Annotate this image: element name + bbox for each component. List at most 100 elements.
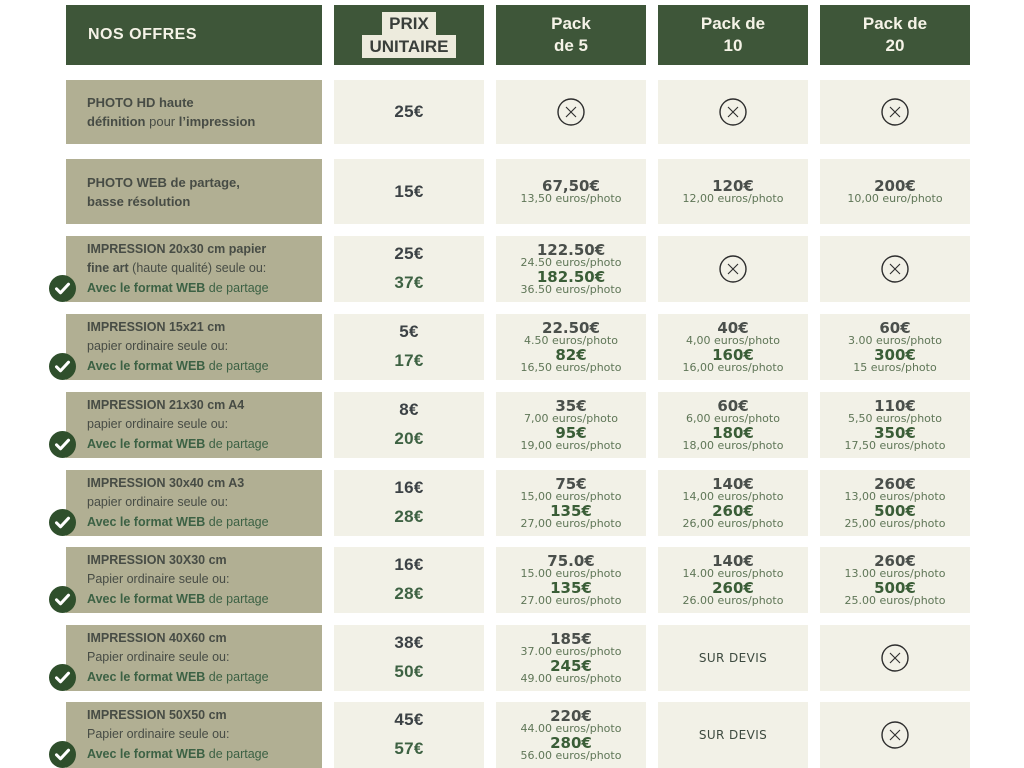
pack-price-with-web: 260€ — [712, 501, 754, 520]
offer-desc-text: papier ordinaire seule ou: — [87, 417, 229, 432]
pack10-cell — [658, 236, 808, 302]
pack10-cell: 60€ 6,00 euros/photo 180€ 18,00 euros/ph… — [658, 392, 808, 458]
pack-price-with-web: 280€ — [550, 733, 592, 752]
unit-price: 16€ — [394, 555, 424, 574]
offer-description: Papier ordinaire seule ou: — [87, 725, 316, 745]
offer-desc-text: papier ordinaire seule ou: — [87, 339, 229, 354]
pack20-cell: 110€ 5,50 euros/photo 350€ 17,50 euros/p… — [820, 392, 970, 458]
unit-price: 45€ — [394, 710, 424, 729]
offer-label-cell: IMPRESSION 30X30 cm Papier ordinaire seu… — [49, 547, 322, 613]
pack-price-with-web: 500€ — [874, 578, 916, 597]
pack-price-per-photo-web: 25,00 euros/photo — [844, 516, 946, 530]
unit-price-with-web: 20€ — [394, 429, 424, 448]
unit-price-with-web: 50€ — [394, 662, 424, 681]
unit-price: 8€ — [399, 400, 419, 419]
pack-price: 35€ — [555, 396, 587, 415]
unit-price-cell: 25€ — [334, 80, 484, 144]
offer-description: Papier ordinaire seule ou: — [87, 570, 316, 590]
pack-price: 40€ — [717, 318, 749, 337]
pack-price-per-photo-web: 27.00 euros/photo — [520, 593, 622, 607]
row-impression-20x30: IMPRESSION 20x30 cm papier fine art (hau… — [49, 236, 1024, 302]
crossed-circle-icon — [880, 97, 910, 127]
pack-price-per-photo: 13.00 euros/photo — [844, 566, 946, 580]
crossed-circle-icon — [880, 254, 910, 284]
pack-price: 140€ — [712, 551, 754, 570]
unit-price: 38€ — [394, 633, 424, 652]
pack20-cell — [820, 236, 970, 302]
pack10-cell: 40€ 4,00 euros/photo 160€ 16,00 euros/ph… — [658, 314, 808, 380]
pack-price: 75€ — [555, 474, 587, 493]
pack-price-per-photo-web: 16,00 euros/photo — [682, 360, 784, 374]
offer-title-text: PHOTO WEB de partage, — [87, 174, 240, 190]
header-pack-de-5: Pack de 5 — [496, 5, 646, 65]
pack5-cell: 75€ 15,00 euros/photo 135€ 27,00 euros/p… — [496, 470, 646, 536]
pack-price: 185€ — [550, 629, 592, 648]
offer-title: PHOTO WEB de partage, — [87, 173, 316, 192]
unit-price: 25€ — [394, 102, 424, 121]
row-photo-hd: PHOTO HD haute définition pour l’impress… — [66, 80, 1024, 144]
pack10-label-line1: Pack de — [700, 14, 766, 33]
unit-price-with-web: 28€ — [394, 584, 424, 603]
pack-price-with-web: 95€ — [555, 423, 587, 442]
pack-price-per-photo-web: 26.00 euros/photo — [682, 593, 784, 607]
web-option-bold: Avec le format WEB — [87, 436, 206, 451]
check-circle-icon — [49, 353, 76, 380]
web-option-regular: de partage — [205, 591, 269, 606]
crossed-circle-icon — [556, 97, 586, 127]
pack-price-per-photo: 3.00 euros/photo — [848, 333, 942, 347]
pack-price-per-photo: 24.50 euros/photo — [520, 255, 622, 269]
pack-price-per-photo-web: 19,00 euros/photo — [520, 438, 622, 452]
offer-desc-text: Papier ordinaire seule ou: — [87, 572, 230, 587]
offer-desc-bold: définition — [87, 114, 146, 129]
offer-title: IMPRESSION 50X50 cm — [87, 706, 316, 726]
offer-title: IMPRESSION 30x40 cm A3 — [87, 474, 316, 494]
offer-label-cell: IMPRESSION 30x40 cm A3 papier ordinaire … — [49, 470, 322, 536]
pack20-cell: 60€ 3.00 euros/photo 300€ 15 euros/photo — [820, 314, 970, 380]
offer-title-text: PHOTO HD haute — [87, 95, 194, 110]
pack-price-per-photo: 12,00 euros/photo — [682, 191, 784, 205]
web-option-bold: Avec le format WEB — [87, 591, 206, 606]
pack-price-with-web: 300€ — [874, 345, 916, 364]
pack5-cell: 185€ 37.00 euros/photo 245€ 49.00 euros/… — [496, 625, 646, 691]
table-header-row: NOS OFFRES PRIX UNITAIRE Pack de 5 Pack … — [66, 5, 1024, 65]
row-impression-30x40-a3: IMPRESSION 30x40 cm A3 papier ordinaire … — [49, 470, 1024, 536]
pack-price-per-photo: 13,00 euros/photo — [844, 489, 946, 503]
pack5-label-line1: Pack — [551, 14, 591, 33]
pack-price-with-web: 500€ — [874, 501, 916, 520]
web-option-regular: de partage — [205, 746, 269, 761]
offer-label-cell: IMPRESSION 20x30 cm papier fine art (hau… — [49, 236, 322, 302]
row-impression-15x21: IMPRESSION 15x21 cm papier ordinaire seu… — [49, 314, 1024, 380]
offer-title: IMPRESSION 15x21 cm — [87, 318, 316, 338]
pack5-cell: 22.50€ 4.50 euros/photo 82€ 16,50 euros/… — [496, 314, 646, 380]
crossed-circle-icon — [880, 643, 910, 673]
web-option-bold: Avec le format WEB — [87, 746, 206, 761]
pack20-label-line1: Pack de — [862, 14, 928, 33]
sur-devis-label: SUR DEVIS — [698, 728, 768, 742]
unit-price-cell: 15€ — [334, 159, 484, 224]
header-prix-unitaire: PRIX UNITAIRE — [334, 5, 484, 65]
pack-price-per-photo: 4,00 euros/photo — [686, 333, 780, 347]
offer-web-option: Avec le format WEB de partage — [87, 357, 316, 377]
pack-price-per-photo-web: 49.00 euros/photo — [520, 671, 622, 685]
pack-price: 75.0€ — [547, 551, 595, 570]
pack-price-per-photo: 15,00 euros/photo — [520, 489, 622, 503]
pack5-cell: 35€ 7,00 euros/photo 95€ 19,00 euros/pho… — [496, 392, 646, 458]
pack5-cell: 220€ 44.00 euros/photo 280€ 56.00 euros/… — [496, 702, 646, 768]
pack20-cell: 260€ 13.00 euros/photo 500€ 25.00 euros/… — [820, 547, 970, 613]
offer-title: IMPRESSION 21x30 cm A4 — [87, 396, 316, 416]
offer-desc-text: Papier ordinaire seule ou: — [87, 650, 230, 665]
check-circle-icon — [49, 431, 76, 458]
offer-desc-bold2: l’impression — [178, 114, 256, 129]
pack-price-per-photo: 4.50 euros/photo — [524, 333, 618, 347]
pack-price-with-web: 135€ — [550, 501, 592, 520]
header-pack-de-10: Pack de 10 — [658, 5, 808, 65]
pack10-cell — [658, 80, 808, 144]
pack-price-per-photo-web: 16,50 euros/photo — [520, 360, 622, 374]
check-circle-icon — [49, 741, 76, 768]
header-nos-offres: NOS OFFRES — [66, 5, 322, 65]
pack-price-per-photo: 13,50 euros/photo — [520, 191, 622, 205]
sur-devis-label: SUR DEVIS — [698, 651, 768, 665]
unit-price-cell: 45€ 57€ — [334, 702, 484, 768]
unit-price-cell: 25€ 37€ — [334, 236, 484, 302]
